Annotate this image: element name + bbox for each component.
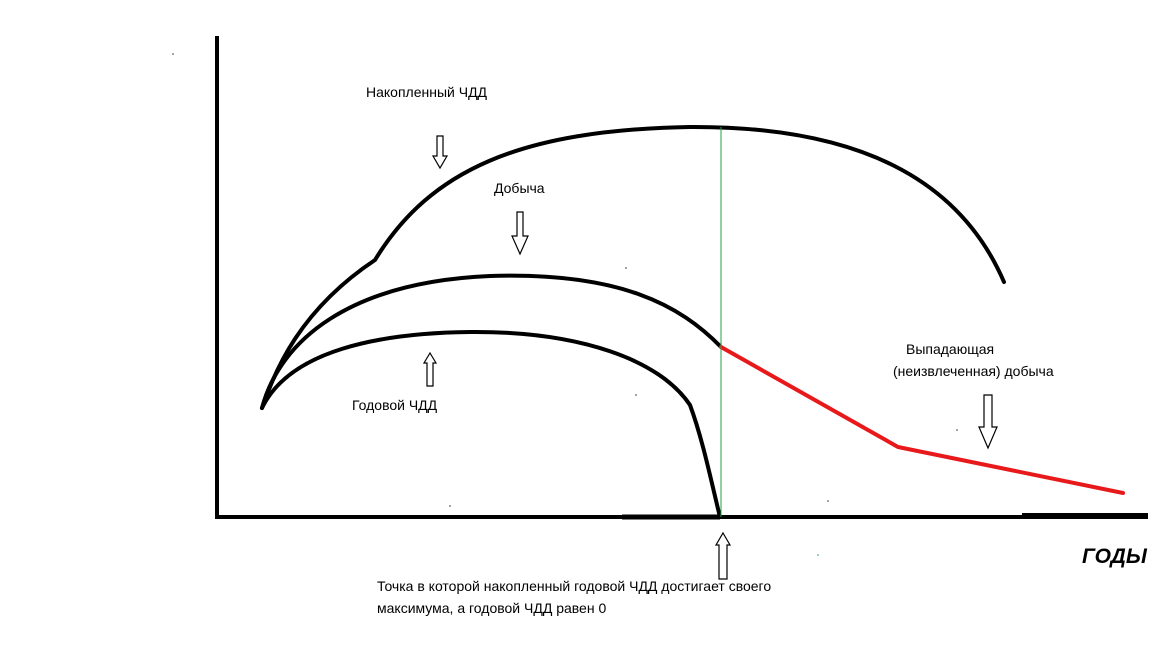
stray-dot [817, 554, 819, 556]
stray-dot [956, 429, 958, 431]
down-arrow-icon [433, 136, 447, 168]
stray-dot [625, 267, 627, 269]
stray-dot [827, 500, 829, 502]
annual-npv-curve [262, 332, 720, 517]
max-point-annotation-line1: Точка в которой накопленный годовой ЧДД … [377, 575, 771, 597]
annual-npv-label: Годовой ЧДД [352, 394, 437, 416]
down-arrow-icon [512, 212, 528, 254]
x-axis-label: ГОДЫ [1082, 545, 1147, 569]
max-point-annotation-line2: максимума, а годовой ЧДД равен 0 [377, 597, 606, 619]
stray-dot [449, 505, 451, 507]
stray-dot [635, 394, 637, 396]
up-arrow-icon [716, 533, 730, 579]
lost-production-label-line2: (неизвлеченная) добыча [893, 360, 1054, 382]
up-arrow-icon [424, 353, 436, 386]
lost-production-label-line1: Выпадающая [906, 338, 994, 360]
cumulative-npv-label: Накопленный ЧДД [366, 81, 487, 103]
stray-dot [172, 53, 174, 55]
down-arrow-icon [979, 395, 997, 448]
production-label: Добыча [494, 177, 545, 199]
